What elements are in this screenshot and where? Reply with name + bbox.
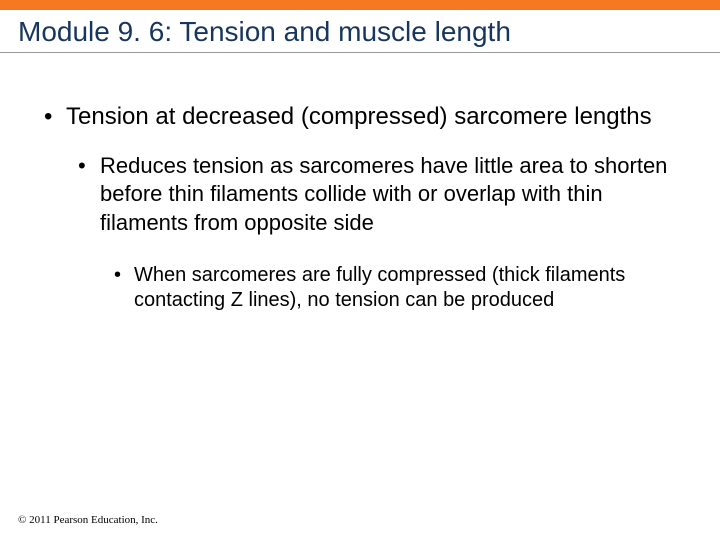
bullet-marker: •: [40, 101, 66, 132]
slide-title: Module 9. 6: Tension and muscle length: [0, 10, 720, 52]
bullet-marker: •: [112, 263, 134, 289]
bullet-marker: •: [76, 152, 100, 180]
list-item: • Reduces tension as sarcomeres have lit…: [76, 152, 680, 236]
bullet-level3: • When sarcomeres are fully compressed (…: [112, 263, 680, 314]
accent-bar: [0, 0, 720, 10]
copyright-text: © 2011 Pearson Education, Inc.: [18, 514, 158, 526]
slide-content: • Tension at decreased (compressed) sarc…: [0, 53, 720, 314]
list-item: • When sarcomeres are fully compressed (…: [112, 263, 680, 314]
bullet-text: Tension at decreased (compressed) sarcom…: [66, 101, 680, 132]
bullet-level2: • Reduces tension as sarcomeres have lit…: [76, 152, 680, 314]
list-item: • Tension at decreased (compressed) sarc…: [40, 101, 680, 132]
bullet-level1: • Tension at decreased (compressed) sarc…: [40, 101, 680, 314]
bullet-text: Reduces tension as sarcomeres have littl…: [100, 152, 680, 236]
bullet-text: When sarcomeres are fully compressed (th…: [134, 263, 680, 314]
